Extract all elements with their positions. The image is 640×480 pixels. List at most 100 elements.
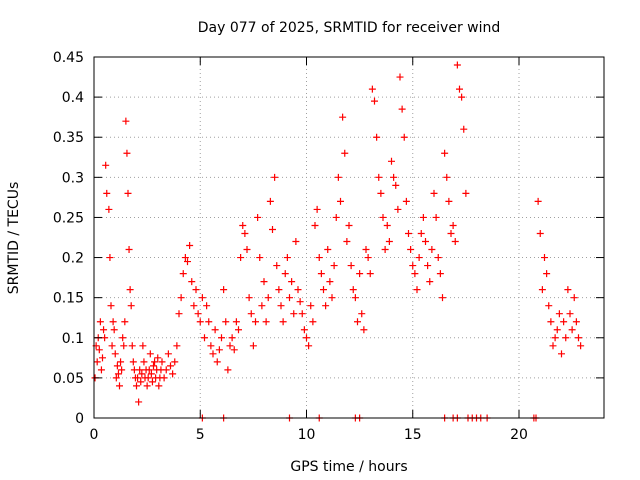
y-tick-label: 0 — [75, 411, 84, 427]
data-point — [307, 302, 315, 310]
data-point — [411, 270, 419, 278]
data-point — [396, 73, 404, 81]
data-point — [283, 254, 291, 262]
data-point — [139, 342, 147, 350]
data-point — [110, 326, 118, 334]
data-point — [326, 278, 334, 286]
data-point — [109, 318, 117, 326]
data-point — [114, 370, 122, 378]
data-point — [205, 318, 213, 326]
data-point — [95, 346, 103, 354]
data-point — [577, 342, 585, 350]
data-point — [447, 229, 455, 237]
data-point — [337, 197, 344, 205]
data-point — [339, 113, 347, 121]
data-point — [169, 370, 177, 378]
data-point — [254, 213, 262, 221]
data-point — [243, 246, 251, 254]
data-point — [211, 326, 219, 334]
data-point — [160, 374, 168, 382]
data-point — [364, 254, 372, 262]
grid-lines — [94, 57, 604, 418]
data-point — [375, 173, 383, 181]
data-point — [145, 366, 153, 374]
data-point — [349, 286, 357, 294]
data-point — [230, 346, 238, 354]
data-point — [264, 294, 272, 302]
chart-title: Day 077 of 2025, SRMTID for receiver win… — [198, 20, 501, 36]
data-point — [351, 294, 359, 302]
data-point — [140, 358, 148, 366]
data-point — [186, 242, 194, 250]
data-point — [93, 358, 101, 366]
data-point — [239, 221, 247, 229]
data-point — [572, 318, 580, 326]
data-point — [313, 205, 321, 213]
data-point — [99, 354, 106, 362]
x-axis-label: GPS time / hours — [290, 459, 407, 475]
data-point — [341, 149, 349, 157]
data-point — [192, 286, 200, 294]
data-point — [441, 149, 449, 157]
data-point — [121, 318, 129, 326]
data-point — [143, 382, 151, 390]
data-point — [155, 382, 163, 390]
data-point — [105, 205, 113, 213]
y-tick-label: 0.25 — [53, 210, 84, 226]
data-point — [177, 294, 185, 302]
data-point — [116, 382, 123, 390]
data-point — [422, 238, 429, 246]
data-point — [317, 270, 325, 278]
data-point — [101, 334, 109, 342]
data-point — [426, 278, 434, 286]
y-tick-label: 0.05 — [53, 371, 84, 387]
x-tick-label: 5 — [196, 427, 205, 443]
data-point — [96, 318, 104, 326]
data-point — [228, 334, 236, 342]
data-point — [256, 254, 264, 262]
data-point — [209, 350, 217, 358]
data-point — [235, 326, 242, 334]
data-point — [222, 318, 230, 326]
data-point — [332, 213, 340, 221]
data-point — [271, 173, 279, 181]
data-point — [288, 278, 296, 286]
data-point — [147, 370, 155, 378]
data-point — [138, 370, 146, 378]
data-point — [343, 238, 351, 246]
data-point — [445, 197, 453, 205]
data-point — [560, 318, 568, 326]
y-tick-label: 0.1 — [62, 331, 84, 347]
data-point — [126, 286, 134, 294]
data-point — [309, 318, 317, 326]
data-point — [196, 318, 204, 326]
data-point — [545, 302, 553, 310]
data-point — [207, 342, 215, 350]
data-point — [252, 318, 259, 326]
data-point — [122, 117, 130, 125]
data-point — [134, 374, 142, 382]
data-point — [551, 334, 559, 342]
data-point — [392, 181, 400, 189]
data-point — [144, 374, 152, 382]
data-point — [564, 286, 572, 294]
data-point — [173, 342, 181, 350]
data-point — [260, 278, 268, 286]
data-point — [266, 197, 274, 205]
data-point — [188, 278, 196, 286]
data-point — [417, 229, 425, 237]
data-point — [458, 93, 466, 101]
data-point — [245, 294, 253, 302]
data-point — [106, 254, 114, 262]
data-point — [430, 189, 438, 197]
y-tick-label: 0.2 — [62, 251, 84, 267]
data-point — [538, 286, 546, 294]
data-point — [167, 362, 174, 370]
data-point — [124, 189, 132, 197]
data-point — [298, 310, 306, 318]
data-point — [292, 238, 300, 246]
data-point — [311, 221, 319, 229]
data-point — [388, 157, 395, 165]
data-point — [279, 318, 287, 326]
data-point — [453, 61, 461, 69]
